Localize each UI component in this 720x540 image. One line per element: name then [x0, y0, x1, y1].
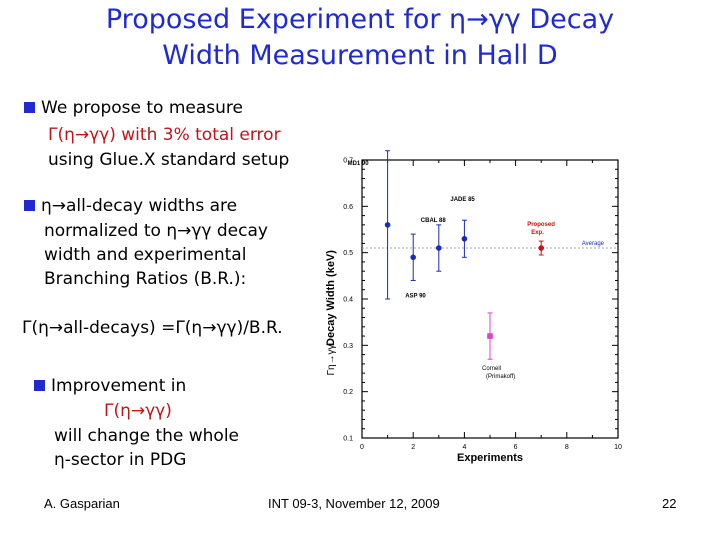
data-point	[461, 235, 468, 242]
slide-title-line2: Width Measurement in Hall D	[162, 40, 558, 71]
bullet-3-line1: Improvement in	[51, 376, 187, 396]
bullet-2-line2: normalized to η→γγ decay	[44, 221, 268, 241]
y-tick-label: 0.1	[343, 436, 353, 443]
bullet-square-icon	[24, 102, 35, 113]
point-label: (Primakoff)	[486, 374, 515, 380]
y-tick-label: 0.3	[343, 343, 353, 350]
data-point	[410, 254, 416, 261]
data-point	[538, 245, 544, 251]
average-label: Average	[582, 241, 605, 247]
footer-event: INT 09-3, November 12, 2009	[268, 496, 440, 511]
point-label: CBAL 88	[421, 218, 447, 224]
bullet-2: η→all-decay widths are	[24, 196, 237, 217]
bullet-1-line2: Γ(η→γγ) with 3% total error	[48, 125, 281, 145]
bullet-2-line4: Branching Ratios (B.R.):	[44, 269, 247, 289]
footer-author: A. Gasparian	[44, 496, 120, 511]
bullet-1: We propose to measure	[24, 98, 243, 119]
footer-page-number: 22	[662, 496, 677, 511]
bullet-2-line1-a: η→all-decay	[41, 196, 144, 216]
slide-title-line1: Proposed Experiment for η→γγ Decay	[105, 4, 615, 35]
y-tick-label: 0.4	[343, 297, 353, 304]
bullet-2-line3: width and experimental	[44, 245, 247, 265]
x-tick-label: 0	[360, 444, 364, 451]
y-axis-symbol: Γη→γγ	[326, 344, 337, 375]
plot-frame	[361, 159, 619, 439]
x-axis-label: Experiments	[457, 452, 523, 464]
point-label: Exp.	[531, 230, 544, 236]
bullet-square-icon	[34, 380, 45, 391]
data-point	[487, 333, 493, 339]
formula: Γ(η→all-decays) =Γ(η→γγ)/B.R.	[22, 318, 283, 338]
point-label: Cornell	[482, 366, 501, 372]
bullet-3: Improvement in	[34, 376, 186, 397]
bullet-3-line4: η-sector in PDG	[54, 450, 187, 470]
x-tick-label: 8	[565, 444, 569, 451]
x-tick-label: 2	[411, 444, 415, 451]
point-label: Proposed	[527, 222, 555, 228]
x-tick-label: 4	[462, 444, 466, 451]
bullet-3-line2: Γ(η→γγ)	[104, 401, 172, 421]
y-tick-label: 0.2	[343, 389, 353, 396]
bullet-2-line1-b: widths are	[143, 196, 238, 216]
bullet-3-line3: will change the whole	[54, 426, 240, 446]
y-tick-label: 0.7	[343, 158, 353, 165]
data-point	[436, 245, 442, 251]
x-tick-label: 6	[514, 444, 518, 451]
y-tick-label: 0.6	[343, 204, 353, 211]
y-axis-label: Decay Width (keV)	[325, 250, 337, 346]
x-tick-label: 10	[614, 444, 622, 451]
point-label: ASP 90	[405, 293, 426, 299]
point-label: JADE 85	[450, 197, 475, 203]
bullet-square-icon	[24, 200, 35, 211]
y-tick-label: 0.5	[343, 250, 353, 257]
decay-width-chart: 0 2 4 6 8 10 0.1 0.2 0.3 0.4 0.5 0.6 0.7 Average MD1 …	[325, 150, 622, 464]
data-point	[384, 222, 391, 228]
bullet-1-line3: using Glue.X standard setup	[48, 150, 290, 170]
bullet-1-line1: We propose to measure	[41, 98, 244, 118]
point-label: MD1 90	[348, 161, 370, 167]
